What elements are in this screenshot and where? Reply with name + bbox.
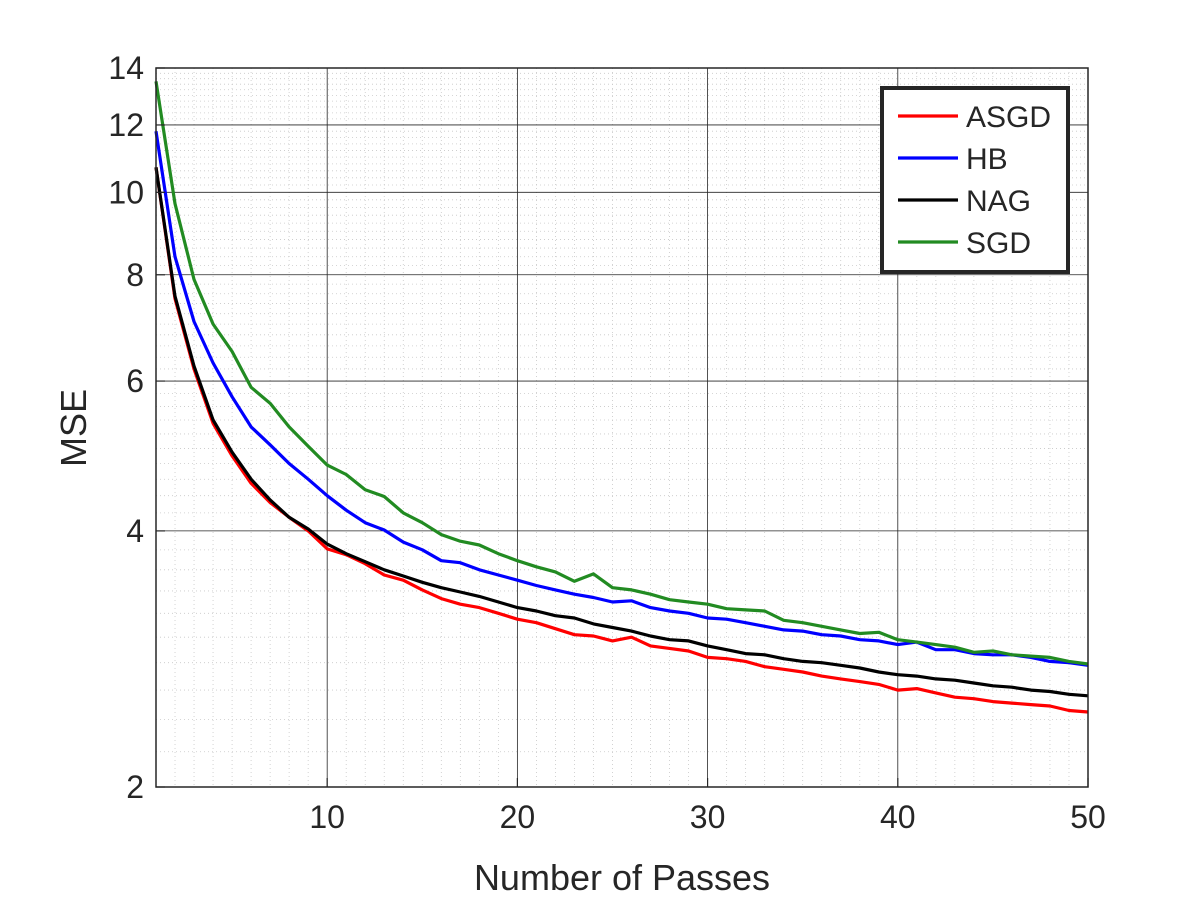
series-layer	[154, 81, 1089, 714]
x-axis-ticks: 10 20 30 40 50	[309, 778, 1106, 835]
series-line-hb	[154, 130, 1089, 667]
x-axis-label: Number of Passes	[474, 857, 770, 898]
y-tick-label: 8	[126, 257, 144, 293]
y-tick-label: 12	[108, 107, 144, 143]
y-tick-label: 14	[108, 50, 144, 86]
legend-label-nag: NAG	[966, 185, 1031, 218]
y-tick-label: 6	[126, 363, 144, 399]
plot-frame	[155, 67, 1089, 788]
y-tick-label: 4	[126, 513, 144, 549]
y-axis-ticks: 2 4 6 8 10 12 14	[108, 50, 165, 805]
legend-label-hb: HB	[966, 143, 1008, 176]
x-tick-label: 50	[1070, 799, 1106, 835]
legend: ASGD HB NAG SGD	[880, 86, 1070, 274]
x-tick-label: 10	[309, 799, 345, 835]
legend-label-sgd: SGD	[966, 227, 1031, 260]
series-line-nag	[154, 167, 1089, 698]
series-line-sgd	[154, 81, 1089, 666]
y-tick-label: 10	[108, 174, 144, 210]
y-axis-label: MSE	[53, 389, 94, 467]
series-line-asgd	[154, 167, 1089, 714]
y-tick-label: 2	[126, 769, 144, 805]
x-tick-label: 30	[690, 799, 726, 835]
x-tick-label: 40	[880, 799, 916, 835]
x-tick-label: 20	[500, 799, 536, 835]
legend-label-asgd: ASGD	[966, 101, 1051, 134]
